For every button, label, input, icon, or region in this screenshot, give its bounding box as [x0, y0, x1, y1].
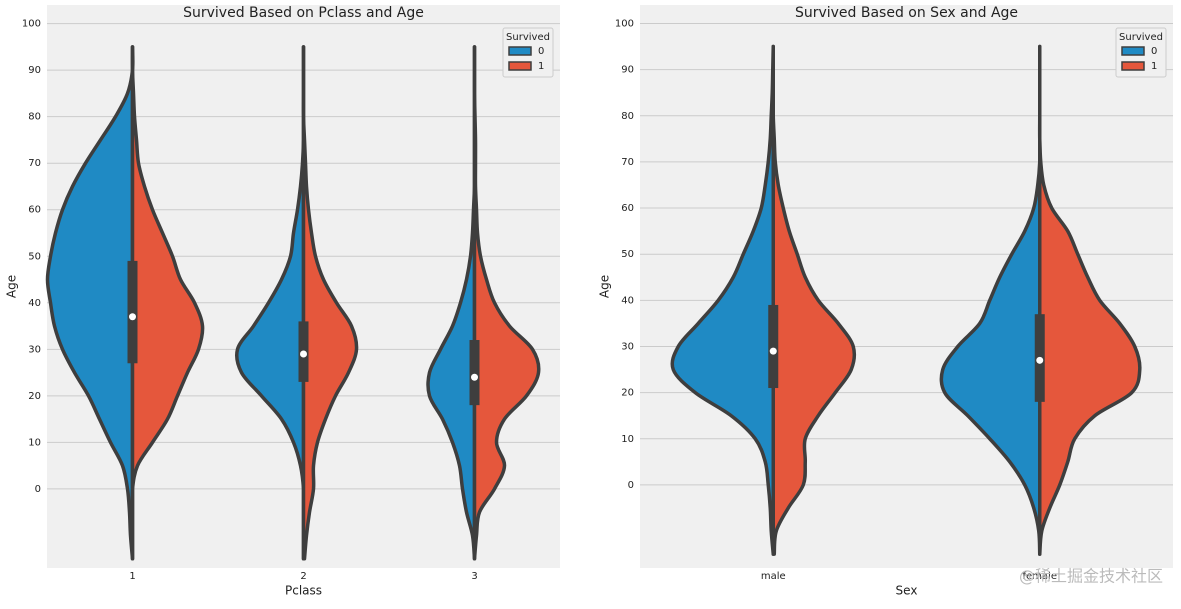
legend-title: Survived [1119, 32, 1163, 43]
y-tick-label: 0 [35, 484, 41, 495]
y-tick-label: 80 [621, 111, 634, 122]
legend-label: 0 [538, 46, 544, 57]
y-tick-label: 30 [28, 344, 41, 355]
median-dot [769, 347, 777, 355]
y-tick-label: 0 [628, 480, 634, 491]
violin-half [130, 45, 205, 561]
y-tick-label: 100 [615, 18, 634, 29]
y-tick-label: 90 [28, 65, 41, 76]
legend-swatch [508, 46, 532, 56]
y-tick-label: 50 [28, 251, 41, 262]
chart-title: Survived Based on Pclass and Age [183, 5, 424, 21]
x-tick-label: 1 [129, 571, 135, 582]
legend-swatch [1121, 46, 1145, 56]
y-tick-label: 30 [621, 341, 634, 352]
x-tick-label: 2 [300, 571, 306, 582]
median-dot [129, 313, 136, 321]
y-tick-label: 20 [28, 391, 41, 402]
y-axis-label: Age [5, 275, 19, 298]
violin-half [670, 44, 775, 556]
median-dot [471, 373, 478, 381]
y-tick-label: 50 [621, 249, 634, 260]
y-tick-label: 70 [621, 157, 634, 168]
violin-half [771, 44, 857, 556]
y-tick-label: 60 [621, 203, 634, 214]
x-axis-label: Sex [896, 584, 918, 598]
violin-half [472, 45, 541, 561]
x-axis-label: Pclass [285, 584, 322, 598]
median-dot [300, 350, 307, 358]
legend-label: 0 [1151, 46, 1157, 57]
legend-swatch [1121, 61, 1145, 71]
y-tick-label: 80 [28, 112, 41, 123]
box [127, 260, 138, 364]
y-tick-label: 100 [22, 19, 41, 30]
box [469, 340, 480, 406]
legend-label: 1 [538, 61, 544, 72]
median-dot [1036, 356, 1044, 364]
box [768, 304, 779, 389]
y-tick-label: 70 [28, 158, 41, 169]
y-tick-label: 10 [28, 437, 41, 448]
y-tick-label: 40 [621, 295, 634, 306]
y-tick-label: 90 [621, 65, 634, 76]
y-axis-label: Age [598, 275, 612, 298]
legend-swatch [508, 61, 532, 71]
legend-title: Survived [506, 32, 550, 43]
x-tick-label: female [1023, 571, 1057, 582]
y-tick-label: 40 [28, 298, 41, 309]
chart-title: Survived Based on Sex and Age [795, 5, 1018, 21]
violin-half [301, 45, 359, 561]
x-tick-label: 3 [471, 571, 477, 582]
y-tick-label: 10 [621, 434, 634, 445]
watermark: @稀土掘金技术社区 [1019, 567, 1163, 586]
violin-half [45, 45, 135, 561]
y-tick-label: 20 [621, 388, 634, 399]
violin-half [1037, 44, 1142, 556]
y-tick-label: 60 [28, 205, 41, 216]
x-tick-label: male [761, 571, 786, 582]
legend-label: 1 [1151, 61, 1157, 72]
